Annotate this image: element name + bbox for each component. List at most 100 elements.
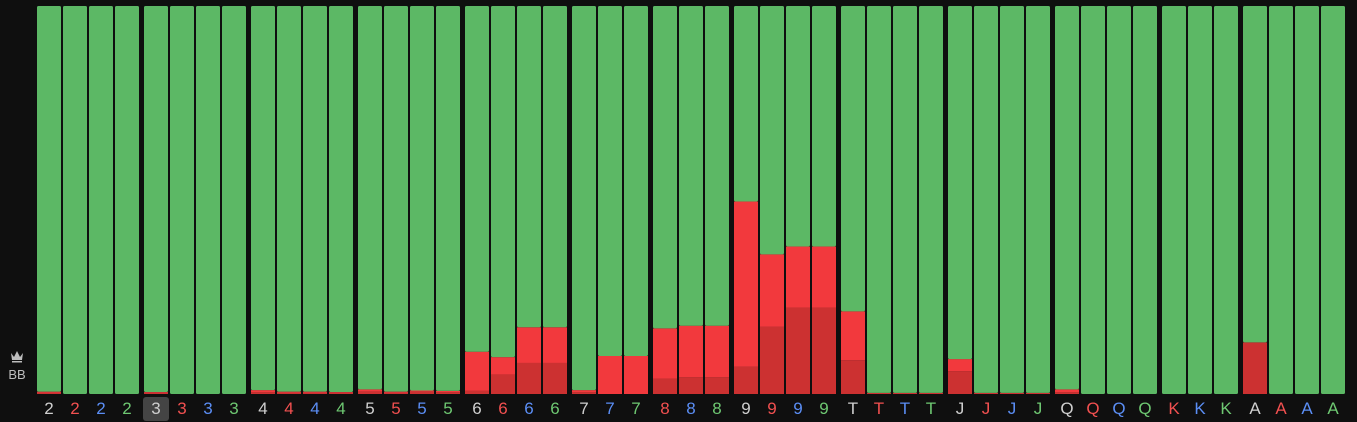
tick-label-T-club[interactable]: T: [926, 399, 936, 418]
bar-2-diamond[interactable]: [89, 6, 113, 394]
bar-4-club[interactable]: [329, 6, 353, 394]
tick-label-J-diamond[interactable]: J: [1008, 399, 1017, 418]
bar-6-heart[interactable]: [491, 6, 515, 394]
bar-A-heart[interactable]: [1269, 6, 1293, 394]
tick-label-A-diamond[interactable]: A: [1301, 399, 1313, 418]
bar-6-spade[interactable]: [465, 6, 489, 394]
tick-label-J-club[interactable]: J: [1034, 399, 1043, 418]
bar-4-heart[interactable]: [277, 6, 301, 394]
bar-6-diamond[interactable]: [517, 6, 541, 394]
bar-T-diamond[interactable]: [893, 6, 917, 394]
bar-segment-0: [358, 391, 382, 394]
tick-label-4-spade[interactable]: 4: [258, 399, 267, 418]
tick-label-4-club[interactable]: 4: [336, 399, 345, 418]
tick-label-7-club[interactable]: 7: [631, 399, 640, 418]
bar-Q-heart[interactable]: [1081, 6, 1105, 394]
tick-label-K-diamond[interactable]: K: [1194, 399, 1206, 418]
bar-J-spade[interactable]: [948, 6, 972, 394]
bar-5-heart[interactable]: [384, 6, 408, 394]
tick-label-8-heart[interactable]: 8: [660, 399, 669, 418]
bar-8-diamond[interactable]: [679, 6, 703, 394]
bar-J-heart[interactable]: [974, 6, 998, 394]
tick-label-3-club[interactable]: 3: [229, 399, 238, 418]
tick-label-9-heart[interactable]: 9: [767, 399, 776, 418]
tick-label-A-heart[interactable]: A: [1275, 399, 1287, 418]
tick-label-K-heart[interactable]: K: [1168, 399, 1180, 418]
tick-label-2-spade[interactable]: 2: [44, 399, 53, 418]
tick-label-5-heart[interactable]: 5: [391, 399, 400, 418]
bar-A-club[interactable]: [1321, 6, 1345, 394]
tick-label-3-diamond[interactable]: 3: [203, 399, 212, 418]
bar-K-heart[interactable]: [1162, 6, 1186, 394]
bar-8-heart[interactable]: [653, 6, 677, 394]
tick-label-6-diamond[interactable]: 6: [524, 399, 533, 418]
bar-9-club[interactable]: [812, 6, 836, 394]
tick-label-7-spade[interactable]: 7: [579, 399, 588, 418]
bar-5-spade[interactable]: [358, 6, 382, 394]
tick-label-5-club[interactable]: 5: [443, 399, 452, 418]
bar-7-spade[interactable]: [572, 6, 596, 394]
tick-label-Q-diamond[interactable]: Q: [1112, 399, 1125, 418]
bar-9-spade[interactable]: [734, 6, 758, 394]
tick-label-8-club[interactable]: 8: [712, 399, 721, 418]
bar-2-spade[interactable]: [37, 6, 61, 394]
bar-7-diamond[interactable]: [598, 6, 622, 394]
tick-label-8-diamond[interactable]: 8: [686, 399, 695, 418]
bar-6-club[interactable]: [543, 6, 567, 394]
bar-segment-2: [841, 6, 865, 312]
tick-label-9-diamond[interactable]: 9: [793, 399, 802, 418]
bar-7-club[interactable]: [624, 6, 648, 394]
bar-3-club[interactable]: [222, 6, 246, 394]
bar-2-club[interactable]: [115, 6, 139, 394]
tick-label-6-spade[interactable]: 6: [472, 399, 481, 418]
tick-label-6-club[interactable]: 6: [550, 399, 559, 418]
tick-label-J-heart[interactable]: J: [982, 399, 991, 418]
tick-label-T-spade[interactable]: T: [848, 399, 858, 418]
tick-label-2-club[interactable]: 2: [122, 399, 131, 418]
tick-label-7-diamond[interactable]: 7: [605, 399, 614, 418]
bar-A-spade[interactable]: [1243, 6, 1267, 394]
bar-5-club[interactable]: [436, 6, 460, 394]
tick-label-A-club[interactable]: A: [1327, 399, 1339, 418]
bar-3-heart[interactable]: [170, 6, 194, 394]
tick-label-9-club[interactable]: 9: [819, 399, 828, 418]
bar-A-diamond[interactable]: [1295, 6, 1319, 394]
tick-label-3-heart[interactable]: 3: [177, 399, 186, 418]
bar-T-spade[interactable]: [841, 6, 865, 394]
bar-4-diamond[interactable]: [303, 6, 327, 394]
tick-label-4-heart[interactable]: 4: [284, 399, 293, 418]
bar-2-heart[interactable]: [63, 6, 87, 394]
tick-label-Q-club[interactable]: Q: [1138, 399, 1151, 418]
tick-label-9-spade[interactable]: 9: [741, 399, 750, 418]
bar-T-heart[interactable]: [867, 6, 891, 394]
tick-label-2-heart[interactable]: 2: [70, 399, 79, 418]
bar-9-diamond[interactable]: [786, 6, 810, 394]
bar-K-diamond[interactable]: [1188, 6, 1212, 394]
bar-3-spade[interactable]: [144, 6, 168, 394]
tick-label-A-spade[interactable]: A: [1249, 399, 1261, 418]
tick-label-3-spade[interactable]: 3: [151, 399, 160, 418]
tick-label-T-heart[interactable]: T: [874, 399, 884, 418]
tick-label-T-diamond[interactable]: T: [900, 399, 910, 418]
tick-label-J-spade[interactable]: J: [956, 399, 965, 418]
tick-label-6-heart[interactable]: 6: [498, 399, 507, 418]
tick-label-Q-spade[interactable]: Q: [1060, 399, 1073, 418]
bar-Q-diamond[interactable]: [1107, 6, 1131, 394]
bar-9-heart[interactable]: [760, 6, 784, 394]
bar-Q-spade[interactable]: [1055, 6, 1079, 394]
bar-Q-club[interactable]: [1133, 6, 1157, 394]
bar-K-club[interactable]: [1214, 6, 1238, 394]
tick-label-2-diamond[interactable]: 2: [96, 399, 105, 418]
tick-label-K-club[interactable]: K: [1220, 399, 1232, 418]
bar-J-club[interactable]: [1026, 6, 1050, 394]
bar-3-diamond[interactable]: [196, 6, 220, 394]
bar-8-club[interactable]: [705, 6, 729, 394]
tick-label-5-spade[interactable]: 5: [365, 399, 374, 418]
bar-4-spade[interactable]: [251, 6, 275, 394]
bar-5-diamond[interactable]: [410, 6, 434, 394]
tick-label-4-diamond[interactable]: 4: [310, 399, 319, 418]
tick-label-5-diamond[interactable]: 5: [417, 399, 426, 418]
bar-T-club[interactable]: [919, 6, 943, 394]
tick-label-Q-heart[interactable]: Q: [1086, 399, 1099, 418]
bar-J-diamond[interactable]: [1000, 6, 1024, 394]
